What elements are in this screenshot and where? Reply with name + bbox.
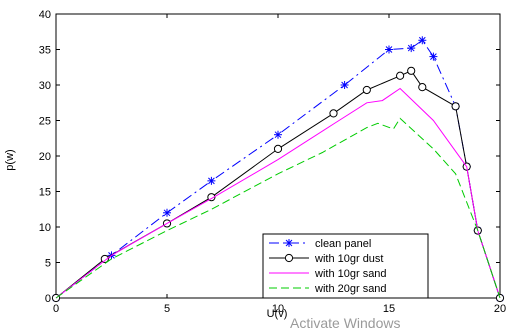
series-line [55,87,501,299]
legend-marker [284,253,294,263]
y-tick-label: 35 [39,45,51,57]
x-tick-label: 5 [164,303,170,315]
data-point-marker [100,254,109,264]
y-tick-label: 30 [39,80,51,92]
series-3 [55,87,501,299]
y-tick-label: 20 [39,151,51,163]
data-point-marker [396,71,405,80]
series-4 [55,117,501,299]
legend-entry: clean panel [269,238,371,250]
legend-entry: with 10gr dust [269,253,383,265]
legend-marker [285,239,293,247]
y-tick-label: 0 [45,293,51,305]
data-point-marker [418,36,427,45]
data-point-marker [207,193,216,202]
x-tick-label: 20 [494,303,506,315]
data-point-marker [163,208,171,217]
watermark-text: Activate Windows [290,315,400,331]
y-tick-label: 10 [39,222,51,234]
legend-entry: with 20gr sand [269,283,387,295]
data-point-marker [329,109,338,118]
series-line [55,117,501,299]
legend-label: clean panel [315,238,371,250]
x-tick-label: 15 [383,303,395,315]
data-point-marker [362,85,371,95]
legend: clean panel with 10gr dust with 10gr sand w… [262,233,429,299]
data-point-marker [418,83,427,92]
x-axis-label: U(v) [267,308,288,320]
data-point-marker [273,144,283,153]
y-tick-label: 5 [45,258,51,270]
y-axis-label: p(w) [4,149,16,170]
data-point-marker [429,52,438,61]
series-layer [51,36,505,303]
legend-label: with 10gr dust [314,253,383,265]
data-point-marker [407,44,416,53]
series-line [55,39,501,299]
data-point-marker [274,130,282,139]
legend-entry: with 10gr sand [269,268,387,280]
data-point-marker [385,45,393,54]
axis-ticks: 0 5 10 15 20 0 5 10 15 20 25 30 35 40 [39,9,506,315]
data-point-marker [207,176,216,185]
x-tick-label: 0 [53,303,59,315]
legend-label: with 10gr sand [314,268,387,280]
y-tick-label: 15 [39,187,51,199]
data-point-marker [340,81,349,89]
y-tick-label: 40 [39,9,51,21]
legend-label: with 20gr sand [314,283,387,295]
data-point-marker [451,102,460,111]
y-tick-label: 25 [39,116,51,128]
data-point-marker [407,66,416,75]
x-tick-label: 10 [272,303,284,315]
